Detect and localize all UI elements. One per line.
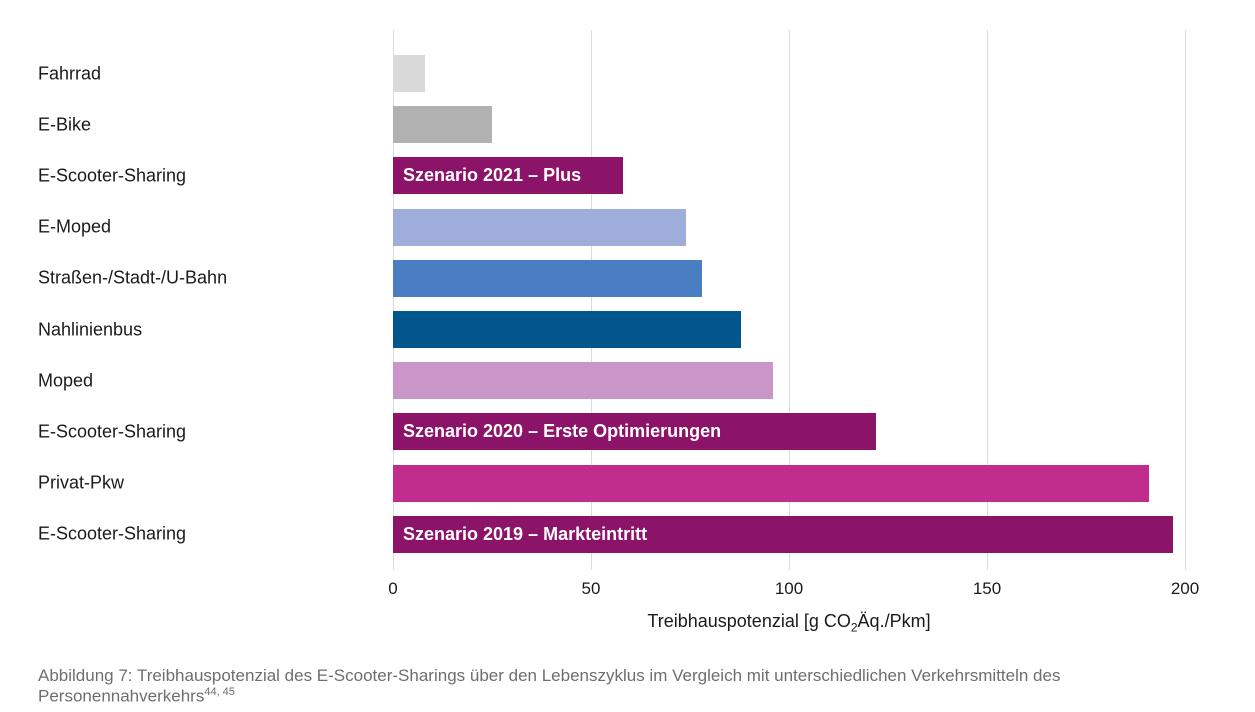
bar-2: Szenario 2021 – Plus xyxy=(393,157,623,195)
figure-caption-text: Abbildung 7: Treibhauspotenzial des E-Sc… xyxy=(38,666,1061,706)
bar-0 xyxy=(393,55,425,92)
category-label: E-Scooter-Sharing xyxy=(38,523,187,544)
x-tick-100: 100 xyxy=(774,579,804,598)
category-label: Nahlinienbus xyxy=(38,319,143,339)
x-tick-200: 200 xyxy=(1170,579,1200,598)
category-label: Moped xyxy=(38,370,94,391)
category-label: E-Bike xyxy=(38,114,92,135)
gridline-100 xyxy=(789,30,790,570)
category-labels: Fahrrad E-Bike E-Scooter-Sharing E-Moped Str… xyxy=(0,30,393,570)
gridline-200 xyxy=(1185,30,1186,570)
bar-7: Szenario 2020 – Erste Optimierungen xyxy=(393,413,877,451)
x-tick-0: 0 xyxy=(388,579,398,598)
category-label: Fahrrad xyxy=(38,63,102,83)
gridline-150 xyxy=(987,30,988,570)
x-axis-label-subscript: 2 xyxy=(850,620,858,635)
bar-9: Szenario 2019 – Markteintritt xyxy=(393,515,1174,553)
figure-caption-footnote-refs: 44, 45 xyxy=(204,686,235,698)
x-axis-label-suffix: Äq./Pkm] xyxy=(857,611,931,631)
x-axis-label-prefix: Treibhauspotenzial [g CO xyxy=(647,611,851,631)
x-tick-50: 50 xyxy=(581,579,601,598)
category-label: E-Scooter-Sharing xyxy=(38,165,187,186)
bar-1 xyxy=(393,106,492,144)
bar-inner-label: Szenario 2021 – Plus xyxy=(403,165,582,186)
category-label: Straßen-/Stadt-/U-Bahn xyxy=(38,267,228,288)
bar-4 xyxy=(393,259,702,297)
figure-caption: Abbildung 7: Treibhauspotenzial des E-Sc… xyxy=(38,666,1228,707)
x-axis-label: Treibhauspotenzial [g CO2Äq./Pkm] xyxy=(393,611,1185,635)
category-label: E-Scooter-Sharing xyxy=(38,421,187,442)
category-label: Privat-Pkw xyxy=(38,472,125,493)
gridline-50 xyxy=(591,30,592,570)
bar-5 xyxy=(393,311,742,348)
bar-inner-label: Szenario 2020 – Erste Optimierungen xyxy=(403,421,722,442)
plot-area: Szenario 2021 – Plus Szenario 2020 – Erst… xyxy=(393,30,1186,570)
bar-3 xyxy=(393,208,687,246)
bar-inner-label: Szenario 2019 – Markteintritt xyxy=(403,523,648,544)
bar-6 xyxy=(393,362,774,400)
x-axis-ticks: 0 50 100 150 200 xyxy=(0,579,1255,603)
category-label: E-Moped xyxy=(38,216,112,237)
gridline-0 xyxy=(393,30,394,570)
x-tick-150: 150 xyxy=(972,579,1002,598)
bar-8 xyxy=(393,464,1150,502)
